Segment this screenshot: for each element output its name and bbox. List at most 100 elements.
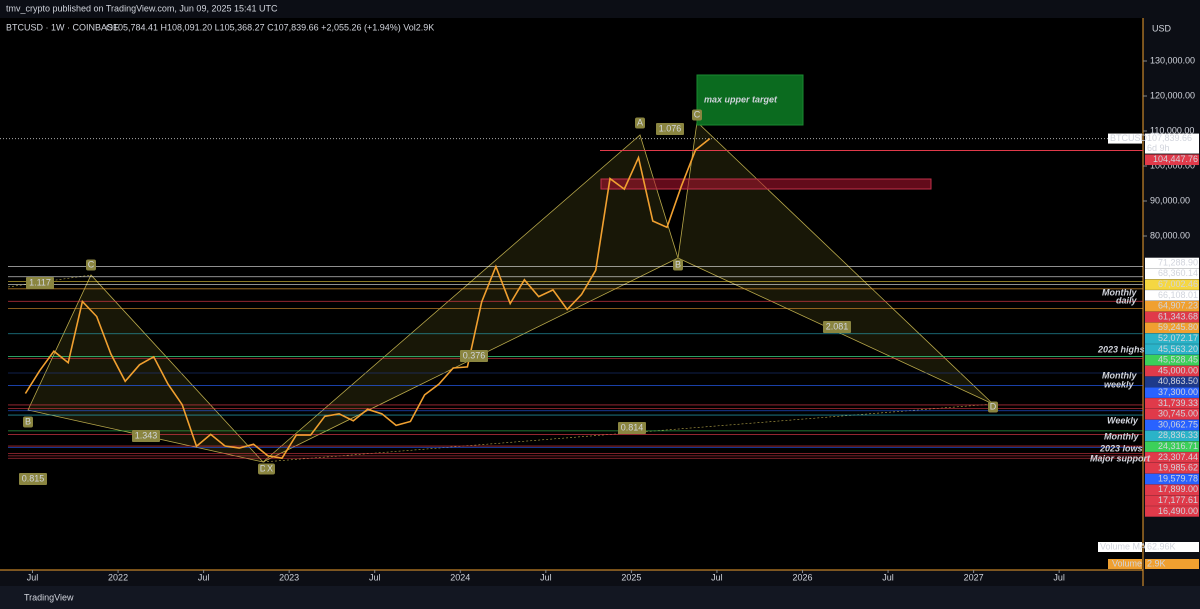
price-tag (1145, 333, 1199, 344)
pattern-point-box (673, 259, 683, 271)
annotation: max upper target (704, 94, 778, 104)
pattern-point: D (990, 401, 997, 411)
price-tag-label: 68,360.14 (1158, 268, 1198, 278)
y-tick-label: 130,000.00 (1150, 55, 1195, 65)
price-tag (1145, 344, 1199, 355)
volume-name: Volume (1112, 558, 1142, 568)
pattern-point-box (86, 259, 96, 271)
x-tick-label: Jul (369, 572, 381, 582)
price-tag (1145, 462, 1199, 474)
x-tick-label: Jul (540, 572, 552, 582)
price-tag (1145, 452, 1199, 463)
price-tag-label: 52,072.17 (1158, 333, 1198, 343)
price-tag-label: 17,177.61 (1158, 495, 1198, 505)
volume-ma-value: 62.96K (1147, 541, 1176, 551)
price-tag (1145, 398, 1199, 409)
price-tag (1145, 419, 1199, 431)
pattern-point: X (267, 463, 273, 473)
fib-box (618, 422, 646, 434)
annotation: Monthly (1102, 287, 1137, 297)
y-tick-label: 120,000.00 (1150, 90, 1195, 100)
volume-ma-tag (1098, 542, 1142, 552)
price-tag-label: 66,108.01 (1158, 290, 1198, 300)
fib-label: 0.376 (463, 350, 486, 360)
pattern-point-box (692, 109, 702, 121)
volume-value: 2.9K (1147, 558, 1166, 568)
price-tag-label: 31,739.33 (1158, 398, 1198, 408)
x-tick-label: Jul (27, 572, 39, 582)
fib-box (26, 277, 54, 289)
x-tick-label: 2022 (108, 572, 128, 582)
pattern-point-box (265, 463, 275, 475)
pattern-point: D (260, 463, 267, 473)
symbol-tag-label: BTCUSD (1110, 133, 1148, 143)
price-tag-label: 28,836.33 (1158, 430, 1198, 440)
fib-box (823, 321, 851, 333)
price-tag-label: 16,490.00 (1158, 506, 1198, 516)
price-tag-label: 61,343.68 (1158, 311, 1198, 321)
fib-label: 1.117 (29, 277, 51, 287)
x-tick-label: 2023 (279, 572, 299, 582)
price-tag (1145, 154, 1199, 166)
x-tick-label: 2024 (450, 572, 470, 582)
pattern-point: C (694, 109, 701, 119)
fib-label: 0.815 (22, 473, 45, 483)
price-tag-label: 67,002.46 (1158, 279, 1198, 289)
volume-tag (1108, 559, 1142, 569)
y-tick-label: 110,000.00 (1150, 125, 1194, 135)
price-tag-label: 17,899.00 (1158, 484, 1198, 494)
symbol-tag (1108, 133, 1142, 144)
price-tag-label: 24,316.71 (1158, 441, 1198, 451)
x-tick-label: Jul (882, 572, 894, 582)
price-tag (1145, 441, 1199, 452)
volume-ma-name: Volume MA (1100, 541, 1146, 551)
fib-box (19, 473, 47, 485)
price-tag (1145, 495, 1199, 506)
pattern-point-box (635, 117, 645, 129)
annotation: Major support (1090, 453, 1151, 463)
price-tag (1145, 365, 1199, 377)
fib-label: 2.081 (826, 321, 849, 331)
price-tag-label: 64,907.23 (1158, 301, 1198, 311)
footer-bar (0, 586, 1200, 609)
currency: USD (1152, 23, 1172, 33)
price-tag (1145, 300, 1199, 312)
ohlc: O105,784.41 H108,091.20 L105,368.27 C107… (106, 22, 434, 32)
y-tick-label: 80,000.00 (1150, 230, 1190, 240)
x-tick-label: 2026 (792, 572, 812, 582)
last-price: 107,839.66 (1147, 133, 1192, 143)
price-tag-label: 71,288.90 (1158, 257, 1198, 267)
pattern-point-box (988, 401, 998, 413)
price-tag (1145, 542, 1199, 552)
resistance-zone (600, 178, 932, 190)
x-tick-label: Jul (198, 572, 210, 582)
countdown: 6d 9h (1147, 143, 1170, 153)
target-box (696, 74, 804, 126)
price-tag (1145, 133, 1199, 154)
price-tag (1145, 408, 1199, 420)
plot-area (0, 18, 1143, 570)
pattern-point-box (23, 416, 33, 428)
price-tag-label: 30,745.00 (1158, 409, 1198, 419)
fib-box (132, 430, 160, 442)
price-tag-label: 45,563.20 (1158, 344, 1198, 354)
price-tag (1145, 257, 1199, 269)
price-tag (1145, 376, 1199, 388)
x-tick-label: Jul (711, 572, 723, 582)
publisher: tmv_crypto published on TradingView.com,… (6, 3, 278, 13)
fib-box (460, 350, 488, 362)
price-tag-label: 40,863.50 (1158, 376, 1198, 386)
price-tag (1145, 311, 1199, 323)
price-tag-label: 37,300.00 (1158, 387, 1198, 397)
annotation: Monthly (1102, 370, 1137, 380)
pattern-point: C (88, 259, 95, 269)
price-tag-label: 19,579.78 (1158, 473, 1198, 483)
price-tag-label: 45,528.45 (1158, 355, 1198, 365)
price-tag (1145, 506, 1199, 517)
annotation: daily (1116, 295, 1138, 305)
price-tag-label: 23,307.44 (1158, 452, 1198, 462)
pattern-point: B (25, 416, 31, 426)
price-tag (1145, 473, 1199, 485)
fib-label: 1.343 (135, 430, 158, 440)
